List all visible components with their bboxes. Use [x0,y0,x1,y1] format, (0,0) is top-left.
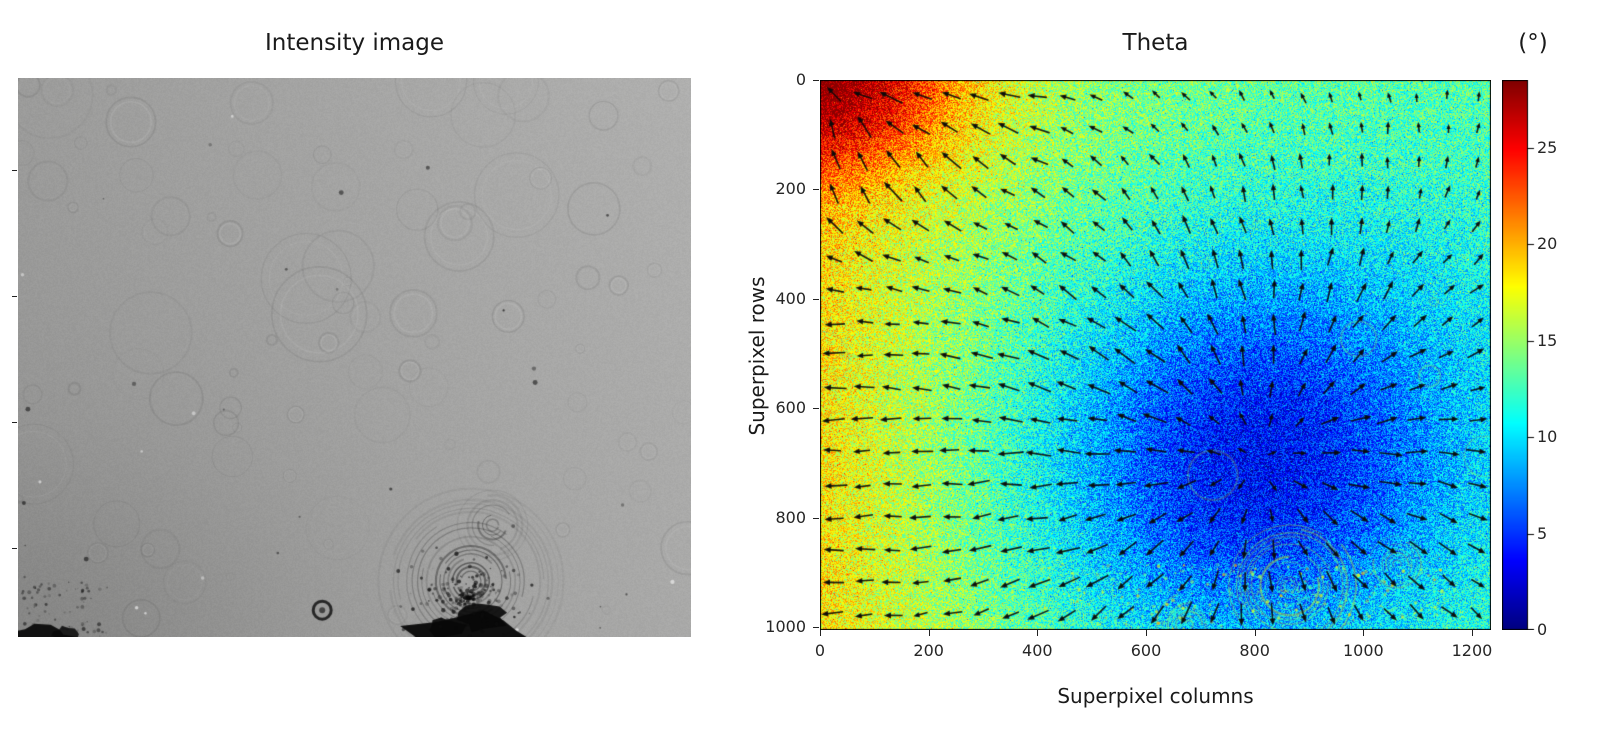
intensity-y-tick [12,296,17,297]
x-tick [1363,630,1365,636]
x-tick-label: 1200 [1451,641,1493,660]
theta-heatmap [820,80,1491,630]
intensity-y-tick [12,421,17,423]
y-tick [813,80,819,81]
x-tick [1145,630,1147,636]
y-tick [813,517,819,519]
x-tick [1254,630,1256,636]
y-tick-label: 200 [775,179,806,199]
y-tick [813,298,819,300]
y-tick-label: 1000 [765,617,806,637]
colorbar [1502,80,1542,630]
x-tick [820,630,821,636]
x-tick-label: 800 [1239,641,1270,660]
x-tick-label: 600 [1130,641,1162,660]
x-tick [1037,630,1039,636]
colorbar-unit-label: (°) [1518,30,1548,56]
x-tick-label: 1000 [1342,641,1384,660]
intensity-panel-title: Intensity image [264,30,445,56]
x-axis-label: Superpixel columns [1057,684,1254,708]
intensity-y-tick [12,170,17,172]
intensity-image [18,78,691,637]
y-tick-label: 800 [775,507,806,527]
intensity-y-tick [12,547,17,549]
x-tick [1471,630,1473,636]
x-tick [928,630,930,636]
x-tick-label: 400 [1022,641,1053,660]
y-tick-label: 0 [795,70,806,89]
y-axis-label: Superpixel rows [745,276,769,436]
theta-panel-title: Theta [1122,30,1189,56]
y-tick [813,408,819,410]
x-tick-label: 0 [814,641,826,660]
y-tick [813,627,819,629]
x-tick-label: 200 [913,641,944,660]
y-tick [813,189,819,191]
